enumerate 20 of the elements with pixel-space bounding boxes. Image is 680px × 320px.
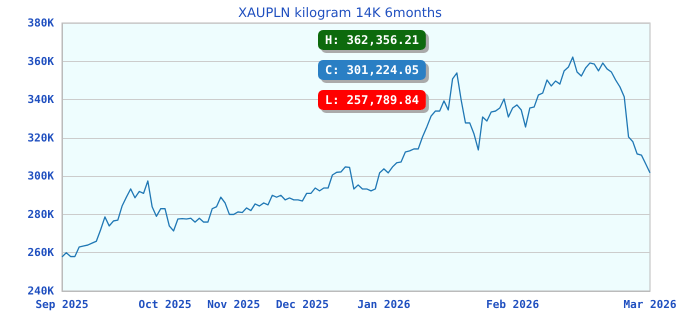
- y-tick-label: 240K: [28, 284, 54, 298]
- y-tick-label: 360K: [28, 54, 54, 68]
- x-tick-label: Mar 2026: [624, 298, 677, 311]
- y-tick-label: 320K: [28, 131, 54, 144]
- x-tick-label: Dec 2025: [276, 298, 329, 311]
- line-series: [61, 56, 651, 258]
- y-tick-label: 260K: [28, 246, 54, 260]
- x-tick-label: Sep 2025: [36, 298, 88, 311]
- annotation: H: 362,356.21: [325, 33, 419, 47]
- x-tick-label: Feb 2026: [486, 298, 540, 311]
- y-tick-label: 340K: [28, 93, 54, 106]
- annotation: L: 257,789.84: [325, 93, 419, 107]
- y-tick-label: 280K: [28, 208, 54, 221]
- y-tick-label: 380K: [28, 16, 54, 30]
- x-tick-label: Jan 2026: [357, 298, 411, 311]
- x-tick-label: Nov 2025: [207, 298, 260, 311]
- annotation: C: 301,224.05: [325, 63, 419, 77]
- y-tick-label: 300K: [28, 170, 54, 183]
- chart-title: XAUPLN kilogram 14K 6months: [238, 6, 442, 21]
- x-tick-label: Oct 2025: [138, 298, 192, 311]
